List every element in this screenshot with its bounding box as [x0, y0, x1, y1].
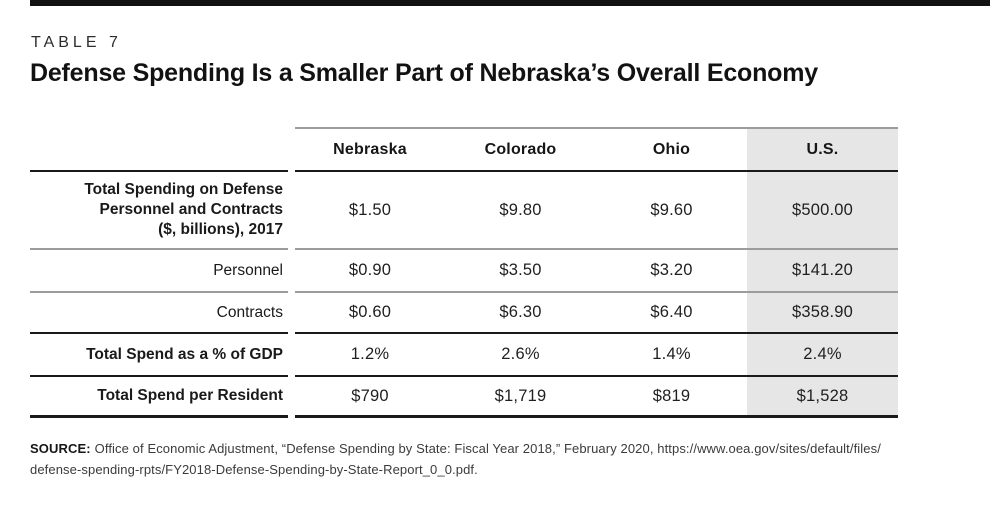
cell-value-us: $358.90: [747, 291, 898, 332]
column-header-colorado: Colorado: [445, 127, 596, 170]
table-title: Defense Spending Is a Smaller Part of Ne…: [30, 59, 818, 87]
cell-value: $9.80: [445, 170, 596, 248]
source-line-1: SOURCE: Office of Economic Adjustment, “D…: [30, 438, 881, 459]
column-gap: [288, 127, 295, 170]
row-label-line: Personnel and Contracts: [99, 201, 283, 218]
column-gap: [288, 291, 295, 332]
cell-value-us: $500.00: [747, 170, 898, 248]
column-gap: [288, 375, 295, 418]
source-note: SOURCE: Office of Economic Adjustment, “D…: [30, 438, 881, 480]
cell-value: $1.50: [295, 170, 445, 248]
cell-value: 1.2%: [295, 332, 445, 375]
cell-value-us: $141.20: [747, 248, 898, 291]
top-rule: [30, 0, 990, 6]
row-label-contracts: Contracts: [30, 291, 288, 332]
cell-value: $3.20: [596, 248, 747, 291]
defense-spending-table: Nebraska Colorado Ohio U.S. Total Spendi…: [30, 127, 898, 418]
cell-value-us: $1,528: [747, 375, 898, 418]
row-label-per-resident: Total Spend per Resident: [30, 375, 288, 418]
cell-value: $0.90: [295, 248, 445, 291]
table-kicker: TABLE 7: [31, 34, 122, 51]
column-gap: [288, 170, 295, 248]
cell-value: $819: [596, 375, 747, 418]
row-label-line: ($, billions), 2017: [158, 221, 283, 238]
cell-value: $6.30: [445, 291, 596, 332]
row-label-line: Total Spending on Defense: [84, 181, 283, 198]
row-label-total-spending: Total Spending on Defense Personnel and …: [30, 170, 288, 248]
cell-value: $9.60: [596, 170, 747, 248]
source-text: Office of Economic Adjustment, “Defense …: [94, 441, 881, 456]
cell-value: $3.50: [445, 248, 596, 291]
row-label-pct-gdp: Total Spend as a % of GDP: [30, 332, 288, 375]
row-label-personnel: Personnel: [30, 248, 288, 291]
header-empty-cell: [30, 127, 288, 170]
source-label: SOURCE:: [30, 441, 91, 456]
cell-value: 2.6%: [445, 332, 596, 375]
cell-value-us: 2.4%: [747, 332, 898, 375]
cell-value: $1,719: [445, 375, 596, 418]
cell-value: $6.40: [596, 291, 747, 332]
source-line-2: defense-spending-rpts/FY2018-Defense-Spe…: [30, 462, 478, 477]
column-header-ohio: Ohio: [596, 127, 747, 170]
cell-value: $790: [295, 375, 445, 418]
cell-value: $0.60: [295, 291, 445, 332]
cell-value: 1.4%: [596, 332, 747, 375]
column-header-us: U.S.: [747, 127, 898, 170]
column-gap: [288, 332, 295, 375]
column-gap: [288, 248, 295, 291]
column-header-nebraska: Nebraska: [295, 127, 445, 170]
